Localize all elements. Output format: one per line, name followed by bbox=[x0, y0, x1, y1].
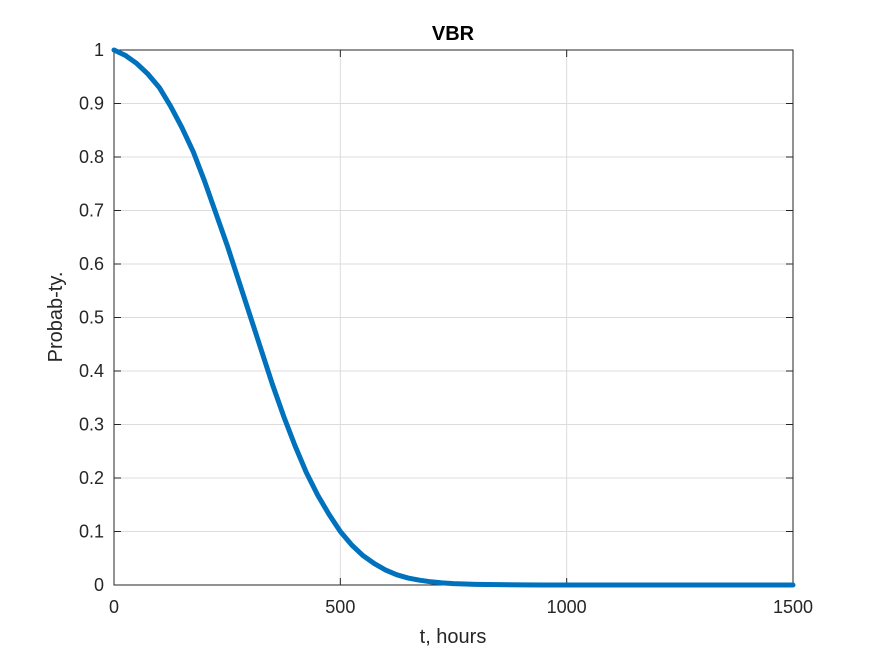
chart-title: VBR bbox=[432, 23, 475, 45]
x-tick-label: 1500 bbox=[773, 597, 813, 617]
y-tick-label: 0.9 bbox=[79, 94, 104, 114]
y-tick-label: 0.6 bbox=[79, 254, 104, 274]
y-tick-label: 0.7 bbox=[79, 201, 104, 221]
y-tick-label: 0.8 bbox=[79, 147, 104, 167]
grid bbox=[114, 50, 793, 585]
x-axis-label: t, hours bbox=[420, 626, 487, 648]
y-tick-label: 0.3 bbox=[79, 415, 104, 435]
y-axis-label: Probab-ty. bbox=[45, 272, 67, 363]
y-tick-label: 1 bbox=[94, 40, 104, 60]
y-tick-label: 0.2 bbox=[79, 468, 104, 488]
y-tick-label: 0.1 bbox=[79, 522, 104, 542]
x-tick-label: 1000 bbox=[547, 597, 587, 617]
x-tick-label: 0 bbox=[109, 597, 119, 617]
series-line bbox=[111, 47, 796, 588]
x-tick-label: 500 bbox=[325, 597, 355, 617]
series bbox=[111, 47, 796, 588]
axis-ticks: 0 500 1000 1500 0 0.1 0.2 0.3 0.4 0.5 0.6 0.7 0.8 0.9… bbox=[79, 40, 813, 617]
y-tick-label: 0 bbox=[94, 575, 104, 595]
y-tick-label: 0.5 bbox=[79, 308, 104, 328]
y-tick-label: 0.4 bbox=[79, 361, 104, 381]
